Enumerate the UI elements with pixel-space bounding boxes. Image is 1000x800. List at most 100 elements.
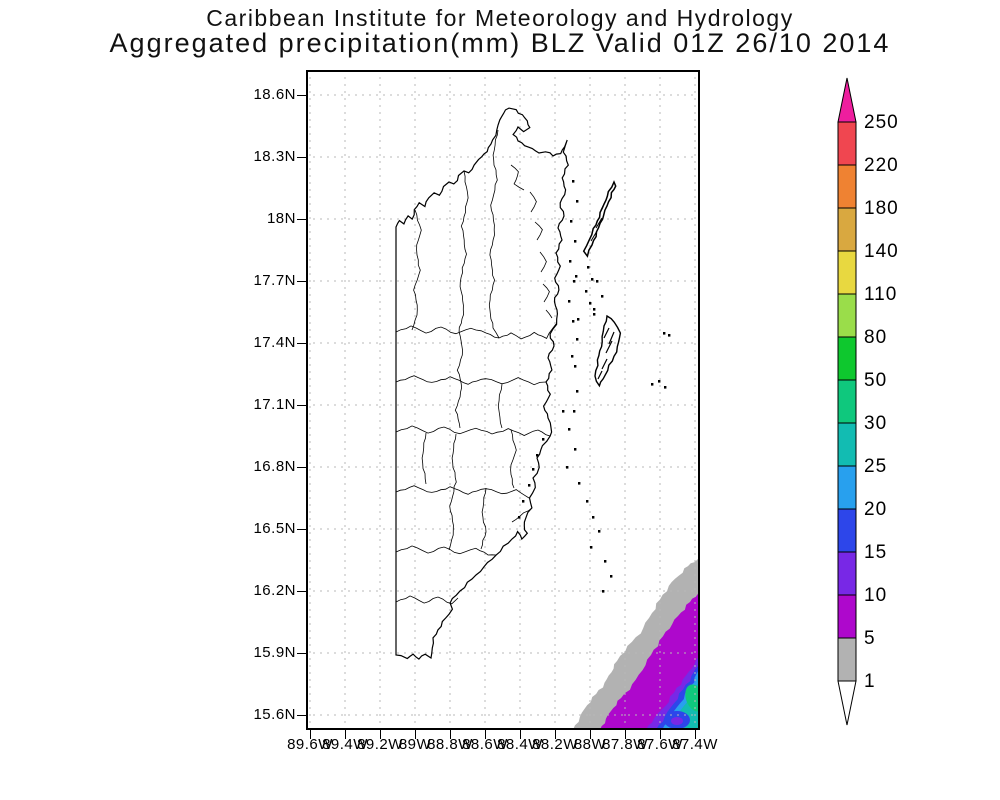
lon-tick-mark	[310, 730, 311, 739]
lon-tick-label: 88.2W	[532, 736, 578, 753]
caye-speck	[593, 313, 596, 316]
colorbar-segment-25-30	[837, 422, 857, 467]
colorbar-segment-220-250	[837, 121, 857, 166]
belize-precipitation-map	[306, 70, 705, 730]
colorbar-segment-140-180	[837, 207, 857, 252]
caye-speck	[664, 386, 667, 389]
lat-tick-label: 18N	[266, 210, 296, 227]
belize-outline	[395, 107, 569, 660]
caye-speck	[574, 240, 577, 243]
ambergris-caye	[582, 180, 617, 258]
lat-tick-mark	[297, 715, 306, 716]
watershed-boundary	[454, 170, 469, 429]
lon-tick-label: 88W	[573, 736, 607, 753]
watershed-boundary	[545, 309, 553, 319]
caye-speck	[570, 220, 573, 223]
lon-tick-mark	[625, 730, 626, 739]
lon-tick-mark	[380, 730, 381, 739]
precip-cell-core	[671, 717, 683, 725]
lat-tick-label: 16.5N	[253, 520, 296, 537]
caye-speck	[532, 468, 535, 471]
watershed-boundary	[529, 191, 537, 213]
colorbar-segment-5-10	[837, 594, 857, 639]
colorbar-segment-50-80	[837, 336, 857, 381]
turneffe-detail	[597, 370, 603, 380]
caye-speck	[658, 380, 661, 383]
watershed-boundary	[497, 383, 503, 429]
lon-tick-label: 89.4W	[322, 736, 368, 753]
watershed-boundary	[395, 595, 459, 605]
caye-speck	[596, 280, 599, 283]
colorbar-level-label: 250	[864, 112, 899, 133]
lon-tick-mark	[695, 730, 696, 739]
caye-speck	[586, 500, 589, 503]
caye-speck	[572, 320, 575, 323]
lat-tick-label: 16.8N	[253, 458, 296, 475]
colorbar-segment-80-110	[837, 293, 857, 338]
caye-speck	[602, 590, 605, 593]
watershed-boundary	[395, 545, 497, 556]
caye-speck	[593, 308, 596, 311]
lat-tick-mark	[297, 219, 306, 220]
lon-tick-mark	[555, 730, 556, 739]
colorbar-segment-1-5	[837, 637, 857, 682]
caye-speck	[528, 484, 531, 487]
caye-speck	[668, 334, 671, 337]
caye-speck	[610, 575, 613, 578]
colorbar-segment-180-220	[837, 164, 857, 209]
colorbar-level-label: 110	[864, 284, 897, 305]
ambergris-detail	[600, 199, 607, 211]
lat-tick-label: 17.1N	[253, 396, 296, 413]
ambergris-detail	[595, 217, 603, 229]
turneffe-detail	[608, 331, 615, 345]
coastline-group	[395, 107, 671, 660]
turneffe-detail	[601, 358, 608, 370]
watershed-boundary	[411, 209, 422, 331]
caye-speck	[536, 454, 539, 457]
lat-tick-mark	[297, 467, 306, 468]
colorbar-segment-110-140	[837, 250, 857, 295]
lon-tick-mark	[450, 730, 451, 739]
colorbar-below-min-arrow	[837, 680, 857, 726]
lon-tick-mark	[485, 730, 486, 739]
colorbar-level-label: 20	[864, 499, 887, 520]
caye-speck	[542, 438, 545, 441]
watershed-boundary	[395, 325, 500, 339]
caye-speck	[577, 318, 580, 321]
page-title: Caribbean Institute for Meteorology and …	[206, 5, 794, 31]
lat-tick-label: 15.6N	[253, 706, 296, 723]
lon-tick-mark	[660, 730, 661, 739]
watershed-boundary	[498, 323, 557, 340]
colorbar-segment-20-25	[837, 465, 857, 510]
turneffe-detail	[603, 327, 610, 339]
plot-frame	[306, 70, 700, 730]
caye-speck	[601, 295, 604, 298]
lat-tick-mark	[297, 529, 306, 530]
caye-speck	[573, 410, 576, 413]
caye-speck	[587, 266, 590, 269]
colorbar-level-label: 25	[864, 456, 887, 477]
caye-speck	[569, 260, 572, 263]
page-subtitle: Aggregated precipitation(mm) BLZ Valid 0…	[109, 28, 891, 58]
watershed-boundary	[395, 375, 547, 386]
lon-tick-label: 89W	[398, 736, 432, 753]
caye-speck	[598, 530, 601, 533]
colorbar-level-label: 80	[864, 327, 887, 348]
caye-speck	[568, 300, 571, 303]
lat-tick-mark	[297, 653, 306, 654]
caye-speck	[574, 448, 577, 451]
caye-speck	[573, 280, 576, 283]
colorbar-segment-15-20	[837, 508, 857, 553]
colorbar-level-label: 220	[864, 155, 899, 176]
caye-speck	[592, 516, 595, 519]
watershed-boundary	[510, 429, 517, 489]
lat-tick-mark	[297, 591, 306, 592]
caye-speck	[578, 482, 581, 485]
lon-tick-label: 88.6W	[462, 736, 508, 753]
caye-speck	[604, 560, 607, 563]
lat-tick-mark	[297, 157, 306, 158]
watershed-boundary	[510, 164, 525, 191]
colorbar-level-label: 5	[864, 628, 876, 649]
